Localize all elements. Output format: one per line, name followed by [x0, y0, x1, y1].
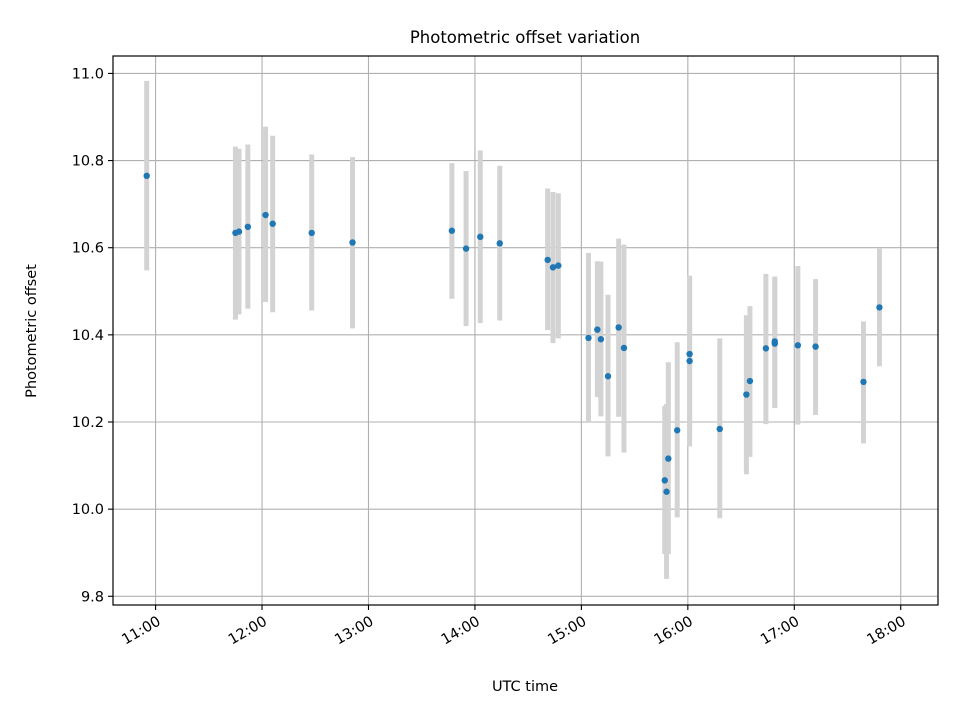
- data-point: [448, 227, 456, 234]
- y-tick-label: 10.2: [72, 415, 104, 431]
- data-point: [349, 239, 356, 246]
- y-tick-label: 10.8: [72, 154, 104, 170]
- data-point: [620, 344, 628, 352]
- data-points: [143, 172, 883, 495]
- data-point: [235, 228, 243, 235]
- chart-title: Photometric offset variation: [410, 28, 640, 47]
- data-point: [143, 172, 150, 180]
- data-point: [665, 455, 672, 462]
- y-tick-label: 10.0: [72, 502, 104, 518]
- data-point: [716, 425, 723, 433]
- y-tick-label: 10.6: [72, 241, 104, 257]
- data-point: [746, 377, 754, 385]
- data-point: [615, 324, 622, 331]
- x-axis-label: UTC time: [492, 679, 558, 695]
- data-point: [244, 223, 252, 230]
- data-point: [686, 357, 693, 365]
- y-tick-label: 9.8: [81, 589, 104, 605]
- data-point: [496, 240, 503, 247]
- data-point: [555, 262, 562, 269]
- data-point: [673, 427, 681, 434]
- data-point: [663, 488, 670, 495]
- grid: [113, 56, 938, 605]
- y-tick-label: 10.4: [72, 328, 104, 344]
- data-point: [762, 345, 770, 352]
- data-point: [661, 477, 668, 484]
- data-point: [594, 326, 601, 333]
- data-point: [269, 220, 276, 227]
- data-point: [794, 342, 802, 349]
- data-point: [860, 378, 867, 386]
- data-point: [262, 211, 269, 219]
- data-point: [477, 233, 484, 241]
- data-point: [812, 343, 819, 350]
- data-point: [771, 340, 778, 347]
- data-point: [597, 336, 605, 343]
- data-point: [876, 304, 883, 311]
- data-point: [308, 229, 315, 237]
- data-point: [686, 350, 693, 358]
- data-point: [549, 264, 557, 271]
- data-point: [743, 391, 750, 398]
- data-point: [604, 373, 612, 380]
- y-tick-label: 11.0: [72, 66, 104, 82]
- data-point: [585, 334, 592, 342]
- data-point: [462, 245, 470, 252]
- y-axis-label: Photometric offset: [24, 264, 40, 398]
- data-point: [544, 256, 551, 264]
- plot-area-frame: [112, 55, 939, 606]
